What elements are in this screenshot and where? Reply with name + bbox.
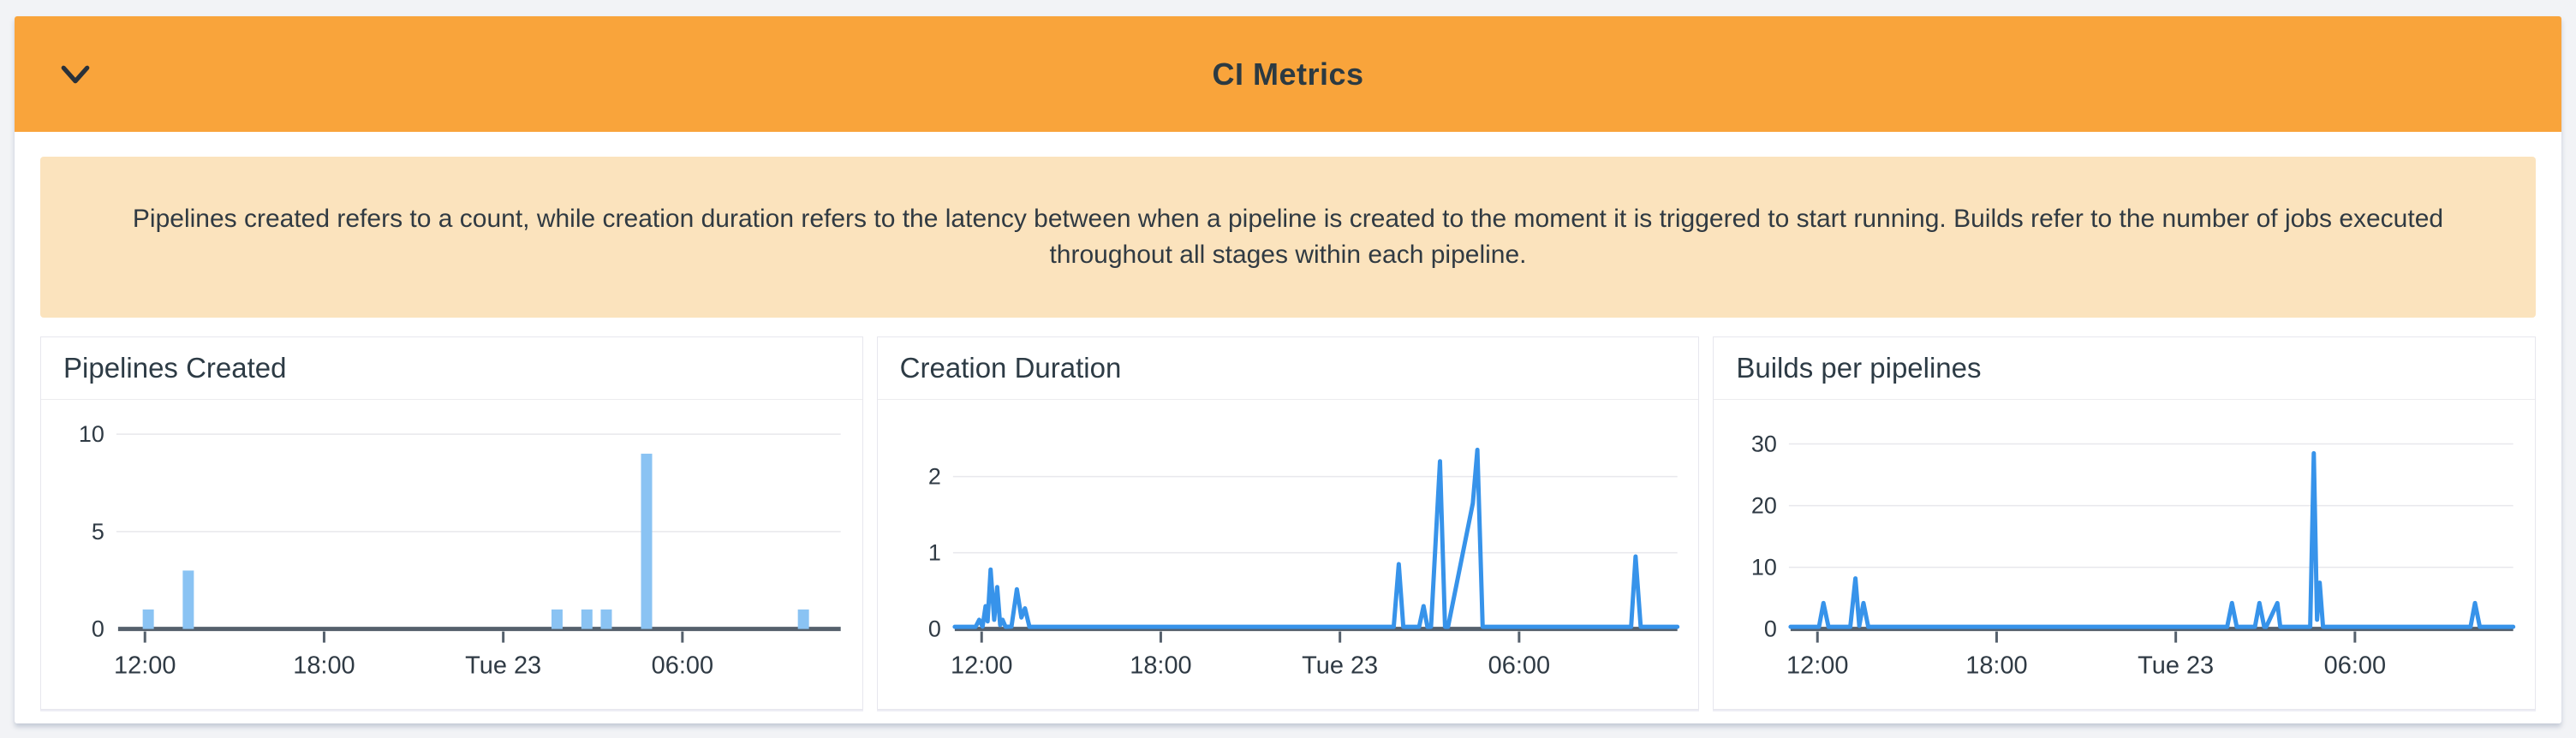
- widget-header: CI Metrics: [15, 16, 2561, 132]
- chart-area: 0 10 20 30 12:00 18:00 Tue 23 06:00: [1714, 400, 2535, 709]
- chart-title-pipelines-created: Pipelines Created: [41, 337, 862, 400]
- info-banner: Pipelines created refers to a count, whi…: [40, 157, 2536, 318]
- svg-text:10: 10: [79, 421, 104, 447]
- svg-text:18:00: 18:00: [293, 652, 355, 680]
- chevron-down-icon: [61, 65, 90, 83]
- ci-metrics-widget: CI Metrics Pipelines created refers to a…: [15, 16, 2561, 724]
- svg-text:12:00: 12:00: [114, 652, 176, 680]
- creation-duration-chart[interactable]: 0 1 2 12:00 18:00 Tue 23 06:00: [878, 400, 1699, 709]
- chart-area: 0 1 2 12:00 18:00 Tue 23 06:00: [878, 400, 1699, 709]
- svg-text:0: 0: [92, 616, 104, 642]
- widget-title: CI Metrics: [1212, 56, 1364, 92]
- svg-text:1: 1: [928, 540, 941, 566]
- chart-title-builds-per-pipelines: Builds per pipelines: [1714, 337, 2536, 400]
- collapse-button[interactable]: [52, 51, 98, 98]
- svg-text:12:00: 12:00: [951, 652, 1012, 680]
- svg-text:Tue 23: Tue 23: [1302, 652, 1378, 680]
- svg-text:20: 20: [1751, 493, 1777, 519]
- svg-text:0: 0: [1764, 616, 1777, 642]
- chart-card-builds-per-pipelines: Builds per pipelines 0 10 20 30 12:00 18:00 Tu…: [1713, 336, 2537, 711]
- svg-text:12:00: 12:00: [1786, 652, 1848, 680]
- charts-row: Pipelines Created 0 5 10 12:00 18:00 Tue 23 06…: [40, 336, 2537, 711]
- chart-title-creation-duration: Creation Duration: [877, 337, 1699, 400]
- chart-area: 0 5 10 12:00 18:00 Tue 23 06:00: [41, 400, 862, 709]
- svg-text:2: 2: [928, 464, 941, 490]
- svg-text:06:00: 06:00: [1488, 652, 1549, 680]
- svg-text:10: 10: [1751, 555, 1777, 580]
- info-banner-text: Pipelines created refers to a count, whi…: [132, 205, 2444, 269]
- svg-text:18:00: 18:00: [1966, 652, 2028, 680]
- svg-text:06:00: 06:00: [2324, 652, 2386, 680]
- chart-card-pipelines-created: Pipelines Created 0 5 10 12:00 18:00 Tue 23 06…: [40, 336, 863, 711]
- widget-body: Pipelines created refers to a count, whi…: [15, 132, 2561, 723]
- svg-text:06:00: 06:00: [652, 652, 713, 680]
- svg-text:30: 30: [1751, 431, 1777, 457]
- svg-text:5: 5: [92, 519, 104, 545]
- chart-card-creation-duration: Creation Duration 0 1 2 12:00 18:00 Tue 23 06:…: [876, 336, 1700, 711]
- svg-text:0: 0: [928, 616, 941, 642]
- svg-text:18:00: 18:00: [1130, 652, 1191, 680]
- svg-text:Tue 23: Tue 23: [2138, 652, 2214, 680]
- svg-text:Tue 23: Tue 23: [465, 652, 541, 680]
- builds-per-pipelines-chart[interactable]: 0 10 20 30 12:00 18:00 Tue 23 06:00: [1714, 400, 2535, 709]
- pipelines-created-chart[interactable]: 0 5 10 12:00 18:00 Tue 23 06:00: [41, 400, 862, 709]
